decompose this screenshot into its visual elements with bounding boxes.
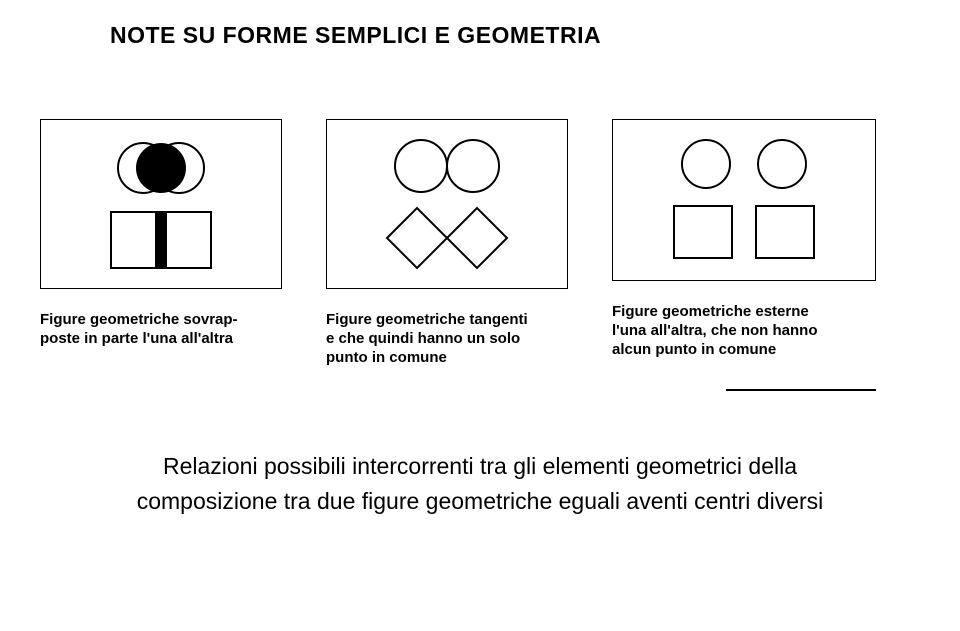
bottom-line: composizione tra due figure geometriche …: [137, 488, 824, 514]
caption-text: Figure geometriche sovrap-: [40, 311, 238, 328]
caption-overlap: Figure geometriche sovrap- poste in part…: [40, 311, 280, 349]
figure-box-tangent: [326, 119, 568, 289]
page: NOTE SU FORME SEMPLICI E GEOMETRIA: [0, 0, 960, 631]
caption-text: l'una all'altra, che non hanno: [612, 322, 818, 339]
caption-text: alcun punto in comune: [612, 341, 776, 358]
caption-text: e che quindi hanno un solo: [326, 330, 520, 347]
caption-tangent: Figure geometriche tangenti e che quindi…: [326, 311, 566, 367]
figure-column-tangent: Figure geometriche tangenti e che quindi…: [326, 119, 568, 367]
figure-column-external: Figure geometriche esterne l'una all'alt…: [612, 119, 876, 391]
bottom-paragraph: Relazioni possibili intercorrenti tra gl…: [40, 449, 920, 520]
caption-external: Figure geometriche esterne l'una all'alt…: [612, 303, 872, 359]
caption-text: Figure geometriche tangenti: [326, 311, 528, 328]
underline-rule: [726, 389, 876, 391]
overlap-svg: [41, 120, 281, 288]
figure-column-overlap: Figure geometriche sovrap- poste in part…: [40, 119, 282, 349]
page-title: NOTE SU FORME SEMPLICI E GEOMETRIA: [110, 22, 920, 49]
caption-text: punto in comune: [326, 349, 447, 366]
figure-box-overlap: [40, 119, 282, 289]
figures-row: Figure geometriche sovrap- poste in part…: [40, 119, 920, 391]
bottom-line: Relazioni possibili intercorrenti tra gl…: [163, 453, 797, 479]
caption-text: poste in parte l'una all'altra: [40, 330, 233, 347]
tangent-svg: [327, 120, 567, 288]
caption-text: Figure geometriche esterne: [612, 303, 809, 320]
figure-box-external: [612, 119, 876, 281]
external-svg: [613, 120, 875, 280]
